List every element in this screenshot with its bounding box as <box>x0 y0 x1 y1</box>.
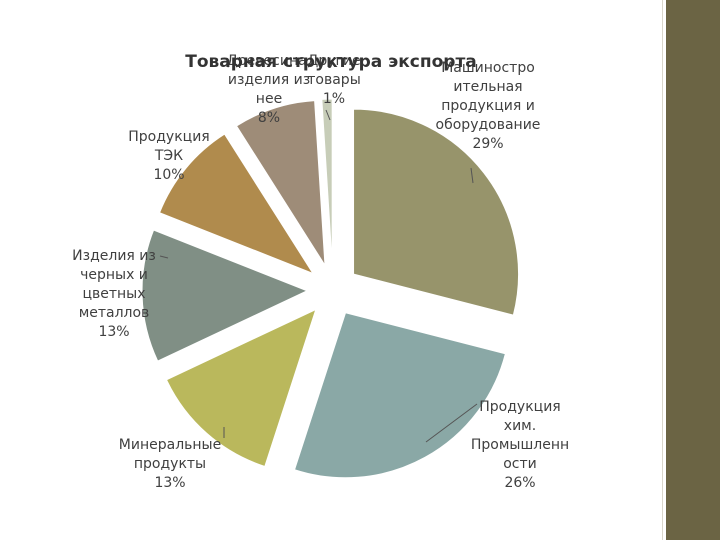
label-mashinostroenie: Машиностро ительная продукция и оборудов… <box>435 60 541 152</box>
leader-line <box>425 403 478 443</box>
leader-line <box>159 255 169 259</box>
label-other-goods: Другие товары 1% <box>307 53 361 107</box>
slice-other-goods <box>321 98 333 265</box>
slice-mineral-products <box>165 308 317 468</box>
label-wood: Древесина, изделия из нее 8% <box>226 53 312 126</box>
slice-mashinostroenie <box>353 108 520 316</box>
slice-metals <box>141 229 309 362</box>
label-mineral-products: Минеральные продукты 13% <box>118 437 222 491</box>
label-chemical-industry: Продукция хим. Промышленн ости 26% <box>470 399 570 491</box>
slice-tek <box>158 133 315 275</box>
leader-line <box>325 109 331 121</box>
chart-title: Товарная структура экспорта <box>185 52 477 72</box>
sidebar-divider <box>662 0 663 540</box>
label-tek: Продукция ТЭК 10% <box>128 129 210 183</box>
leader-line <box>470 167 474 184</box>
pie-chart <box>141 98 520 479</box>
slice-chemical-industry <box>293 312 506 479</box>
label-metals: Изделия из черных и цветных металлов 13% <box>72 248 156 340</box>
slice-wood <box>235 100 326 266</box>
slide-sidebar-band <box>666 0 720 540</box>
